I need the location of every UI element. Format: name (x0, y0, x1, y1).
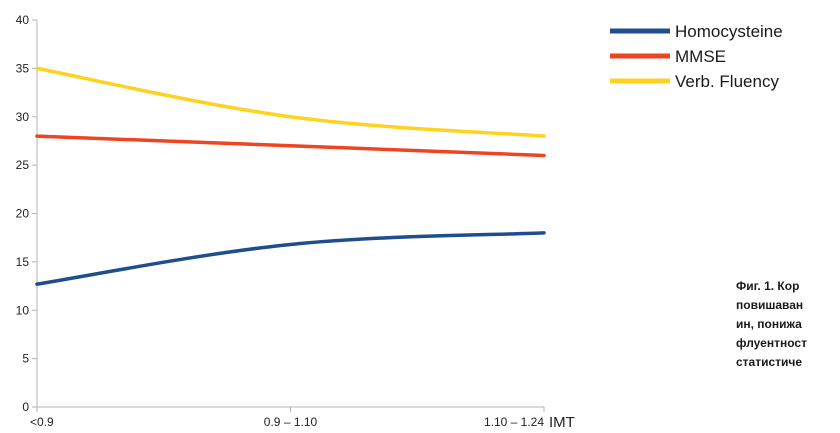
x-axis-ticks: <0.9 0.9 – 1.10 1.10 – 1.24 IMT (30, 407, 575, 431)
x-tick-label: 1.10 – 1.24 (484, 415, 544, 429)
series-lines (35, 66, 546, 286)
y-tick-label: 30 (16, 110, 30, 124)
y-tick-label: 15 (16, 255, 30, 269)
legend-swatch-mmse (610, 53, 670, 59)
y-tick-label: 40 (16, 13, 30, 27)
figure-caption: Фиг. 1. Кор повишаван ин, понижа флуентн… (736, 277, 840, 372)
y-tick-label: 10 (16, 303, 30, 317)
legend-label-mmse: MMSE (675, 47, 726, 66)
legend-swatch-homocysteine (610, 28, 670, 34)
chart-axes (36, 20, 544, 408)
y-tick-label: 25 (16, 158, 30, 172)
legend-swatch-verb-fluency (610, 78, 670, 84)
legend-label-verb-fluency: Verb. Fluency (675, 72, 779, 91)
y-tick-label: 5 (22, 352, 29, 366)
y-tick-label: 35 (16, 61, 30, 75)
series-line-verb-fluency (35, 66, 546, 138)
x-tick-label: <0.9 (30, 415, 54, 429)
y-axis-ticks: 0 5 10 15 20 25 30 35 40 (16, 13, 37, 414)
legend-label-homocysteine: Homocysteine (675, 22, 783, 41)
x-tick-label: 0.9 – 1.10 (264, 415, 318, 429)
caption-line: Фиг. 1. Кор (736, 279, 800, 293)
chart-legend: Homocysteine MMSE Verb. Fluency (610, 22, 783, 91)
caption-line: статистиче (736, 355, 803, 369)
y-tick-label: 0 (22, 400, 29, 414)
y-tick-label: 20 (16, 207, 30, 221)
series-line-homocysteine (35, 231, 546, 286)
x-axis-title: IMT (549, 414, 575, 431)
caption-line: флуентност (736, 336, 807, 350)
caption-line: ин, понижа (736, 317, 802, 331)
caption-line: повишаван (736, 298, 804, 312)
